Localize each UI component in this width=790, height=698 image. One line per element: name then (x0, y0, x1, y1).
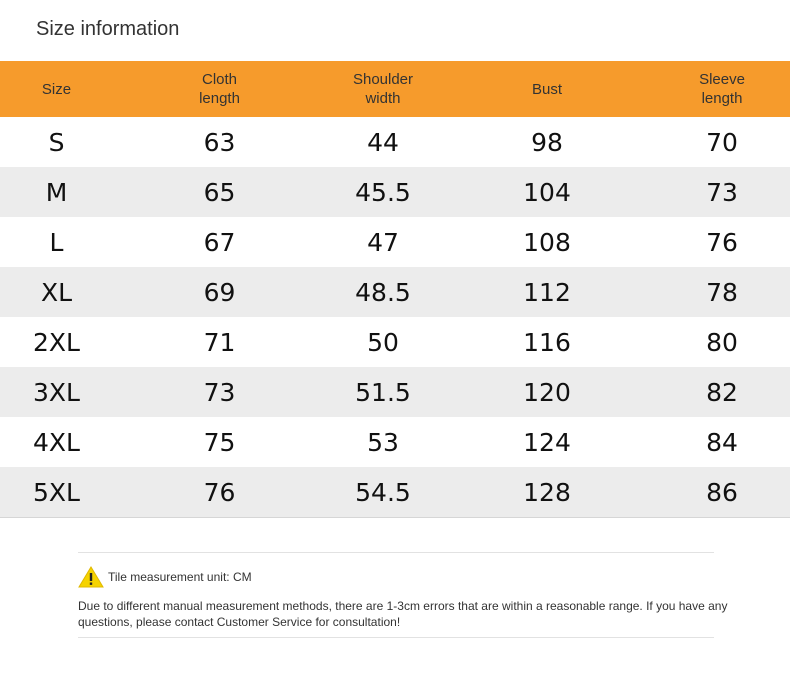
table-row: M 65 45.5 104 73 (0, 167, 790, 217)
measurement-note: Tile measurement unit: CM Due to differe… (78, 552, 727, 638)
cell-size: 4XL (33, 427, 80, 457)
header-size: Size (0, 61, 113, 117)
cell-bust: 116 (523, 327, 571, 357)
table-header-row: Size Cloth length Shoulder width Bust Sl… (0, 61, 790, 117)
cell-cloth-length: 63 (203, 127, 236, 157)
cell-bust: 124 (523, 427, 571, 457)
cell-cloth-length: 67 (203, 227, 236, 257)
table-row: 2XL 71 50 116 80 (0, 317, 790, 367)
cell-bust: 120 (440, 367, 654, 417)
table-row: XL 69 48.5 112 78 (0, 267, 790, 317)
cell-bust: 112 (440, 267, 654, 317)
cell-shoulder-width: 47 (367, 227, 399, 257)
cell-cloth-length: 76 (113, 467, 326, 518)
cell-sleeve-length: 73 (654, 167, 790, 217)
cell-size: 3XL (0, 367, 113, 417)
cell-size: XL (0, 267, 113, 317)
header-bust: Bust (440, 61, 654, 117)
cell-cloth-length: 75 (203, 427, 236, 457)
cell-cloth-length: 69 (113, 267, 326, 317)
table-row: 3XL 73 51.5 120 82 (0, 367, 790, 417)
cell-cloth-length: 73 (113, 367, 326, 417)
cell-shoulder-width: 45.5 (326, 167, 440, 217)
cell-shoulder-width: 54.5 (326, 467, 440, 518)
cell-shoulder-width: 44 (367, 127, 399, 157)
cell-sleeve-length: 80 (706, 327, 738, 357)
note-body: Due to different manual measurement meth… (78, 599, 728, 629)
cell-shoulder-width: 50 (367, 327, 399, 357)
page-title: Size information (36, 18, 180, 40)
cell-size: S (48, 127, 65, 157)
size-table: Size Cloth length Shoulder width Bust Sl… (0, 61, 790, 518)
cell-bust: 104 (440, 167, 654, 217)
header-shoulder-width: Shoulder width (326, 61, 440, 117)
cell-sleeve-length: 70 (706, 127, 738, 157)
header-sleeve-length: Sleeve length (654, 61, 790, 117)
cell-shoulder-width: 48.5 (326, 267, 440, 317)
cell-cloth-length: 71 (203, 327, 236, 357)
cell-sleeve-length: 84 (706, 427, 738, 457)
table-row: S 63 44 98 70 (0, 117, 790, 167)
measurement-unit: Tile measurement unit: CM (108, 570, 252, 584)
header-cloth-length: Cloth length (113, 61, 326, 117)
table-row: L 67 47 108 76 (0, 217, 790, 267)
table-row: 4XL 75 53 124 84 (0, 417, 790, 467)
cell-shoulder-width: 51.5 (326, 367, 440, 417)
cell-size: 2XL (33, 327, 80, 357)
cell-bust: 108 (523, 227, 571, 257)
cell-bust: 98 (531, 127, 563, 157)
cell-sleeve-length: 86 (654, 467, 790, 518)
cell-sleeve-length: 82 (654, 367, 790, 417)
cell-bust: 128 (440, 467, 654, 518)
cell-sleeve-length: 76 (706, 227, 738, 257)
cell-cloth-length: 65 (113, 167, 326, 217)
table-row: 5XL 76 54.5 128 86 (0, 467, 790, 518)
warning-icon (78, 566, 104, 588)
cell-size: M (0, 167, 113, 217)
cell-size: 5XL (0, 467, 113, 518)
cell-size: L (49, 227, 64, 257)
cell-sleeve-length: 78 (654, 267, 790, 317)
cell-shoulder-width: 53 (367, 427, 399, 457)
